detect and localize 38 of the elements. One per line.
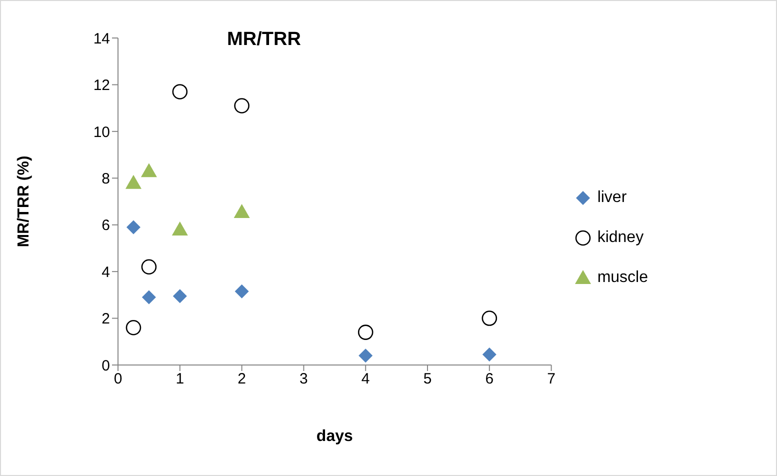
x-tick-label: 6 (485, 370, 494, 388)
y-tick-label: 0 (102, 357, 110, 374)
point (358, 324, 374, 340)
point (126, 220, 140, 234)
point (140, 163, 157, 178)
point (172, 289, 187, 304)
x-axis-title: days (316, 428, 353, 445)
x-tick-label: 5 (423, 370, 432, 388)
point (172, 222, 188, 236)
x-tick-label: 4 (361, 370, 370, 388)
chart-title: MR/TRR (227, 29, 301, 50)
point (125, 174, 142, 189)
point (126, 320, 142, 336)
point (234, 204, 250, 218)
x-tick-label: 3 (300, 370, 308, 388)
y-axis-title: MR/TRR (%) (16, 156, 33, 248)
y-tick-label: 12 (93, 77, 110, 94)
legend-label: muscle (597, 269, 648, 287)
x-tick-label: 2 (238, 370, 246, 388)
y-tick-label: 8 (102, 170, 110, 188)
legend-label: liver (597, 189, 627, 207)
point (234, 98, 250, 114)
y-tick-label: 10 (93, 124, 110, 141)
x-tick-label: 1 (176, 370, 184, 388)
point (172, 84, 188, 100)
x-tick-label: 0 (114, 370, 122, 388)
point (142, 290, 156, 304)
point (482, 347, 496, 362)
legend-label: kidney (597, 229, 644, 247)
y-tick-label: 4 (102, 264, 110, 281)
x-tick-label: 7 (547, 370, 556, 388)
point (358, 348, 373, 363)
y-tick-label: 14 (93, 30, 110, 48)
y-tick-label: 6 (102, 217, 110, 234)
point (482, 310, 498, 326)
point (141, 259, 157, 275)
point (234, 284, 249, 298)
y-tick-label: 2 (102, 310, 110, 328)
